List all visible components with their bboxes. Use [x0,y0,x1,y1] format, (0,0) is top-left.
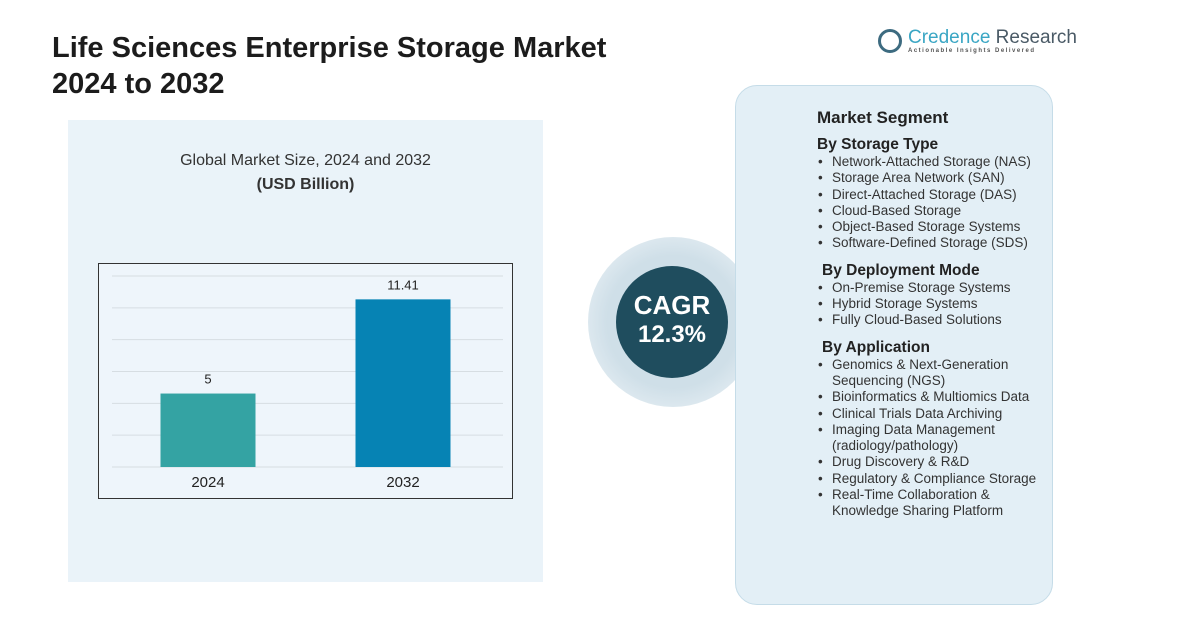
cagr-value: 12.3% [637,321,707,348]
segment-item: Imaging Data Management (radiology/patho… [816,422,1050,455]
bar-2024 [160,393,256,467]
x-tick-label: 2032 [386,474,419,491]
segment-item: On-Premise Storage Systems [816,280,1050,297]
segment-group-title: By Application [822,338,930,356]
segment-item: Hybrid Storage Systems [816,296,1050,313]
title-line-1: Life Sciences Enterprise Storage Market [52,32,607,64]
chart-subtitle: (USD Billion) [256,176,355,193]
page-title: Life Sciences Enterprise Storage Market … [52,30,606,102]
logo-tagline: Actionable Insights Delivered [908,48,1036,54]
bar-2032 [355,299,451,467]
segment-item: Genomics & Next-Generation Sequencing (N… [816,357,1050,390]
bar-chart: 5 2024 11.41 2032 [112,275,503,491]
segment-item: Real-Time Collaboration & Knowledge Shar… [816,487,1050,520]
credence-logo: Credence Research Actionable Insights De… [878,28,1077,54]
segment-item: Drug Discovery & R&D [816,454,1050,471]
segment-item: Fully Cloud-Based Solutions [816,312,1050,329]
logo-name-b: Research [990,27,1077,48]
segment-item: Object-Based Storage Systems [816,219,1050,236]
data-label: 5 [204,372,211,387]
segment-item: Network-Attached Storage (NAS) [816,154,1050,171]
market-segment: Market Segment By Storage TypeNetwork-At… [790,108,1050,520]
segment-item: Cloud-Based Storage [816,203,1050,220]
title-line-2: 2024 to 2032 [52,68,225,100]
segment-group-title: By Deployment Mode [822,261,980,279]
logo-name-a: Credence [908,27,991,48]
x-tick-label: 2024 [191,474,224,491]
segment-item: Regulatory & Compliance Storage [816,471,1050,488]
data-label: 11.41 [387,277,419,292]
segment-item: Clinical Trials Data Archiving [816,406,1050,423]
segment-title: Market Segment [817,108,949,127]
segment-item: Software-Defined Storage (SDS) [816,235,1050,252]
segment-item: Storage Area Network (SAN) [816,170,1050,187]
cagr-badge: CAGR 12.3% [616,266,728,378]
segment-group-title: By Storage Type [817,136,939,153]
chart-title: Global Market Size, 2024 and 2032 [180,152,431,169]
cagr-label: CAGR [633,290,711,320]
segment-item: Direct-Attached Storage (DAS) [816,187,1050,204]
segment-item: Bioinformatics & Multiomics Data [816,389,1050,406]
bar-chart-logo-icon [878,29,902,53]
